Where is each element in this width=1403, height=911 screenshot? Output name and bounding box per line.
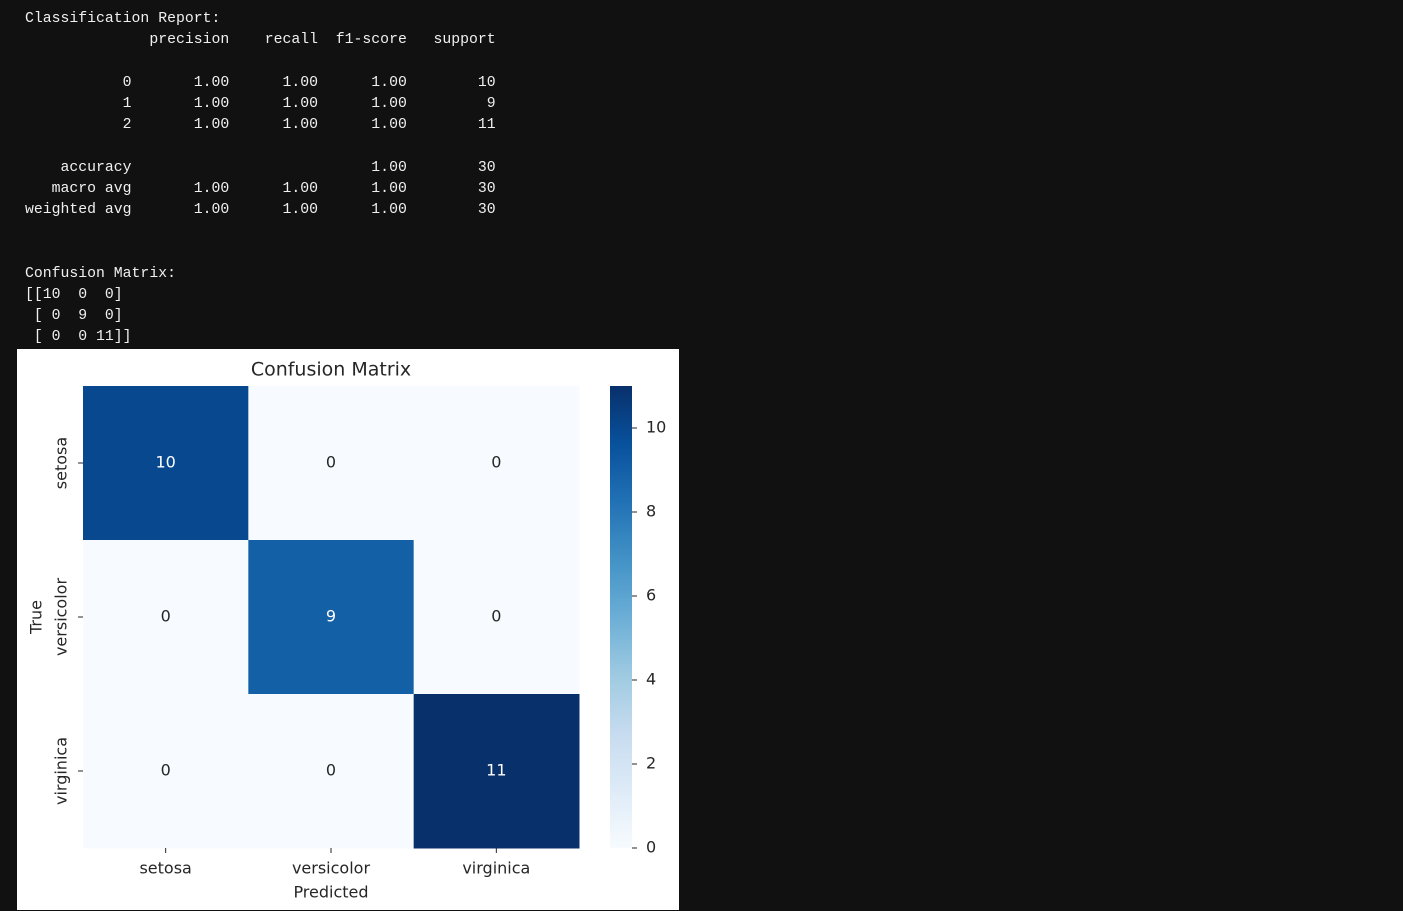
heatmap-cell: [248, 386, 415, 541]
colorbar-tick-label: 0: [646, 838, 656, 857]
cell-label: 0: [161, 761, 171, 780]
matrix-title: Confusion Matrix:: [25, 266, 176, 282]
report-row: macro avg 1.00 1.00 1.00 30: [25, 181, 496, 197]
matrix-line: [ 0 9 0]: [25, 308, 123, 324]
report-row: 0 1.00 1.00 1.00 10: [25, 75, 496, 91]
heatmap-cell: [413, 540, 580, 695]
cell-label: 0: [326, 761, 336, 780]
heatmap-cell: [83, 540, 249, 695]
colorbar-tick-label: 2: [646, 754, 656, 773]
colorbar-tick-label: 6: [646, 586, 656, 605]
chart-title: Confusion Matrix: [251, 359, 411, 381]
heatmap-cell: [83, 386, 249, 541]
cell-label: 11: [486, 761, 506, 780]
x-tick-label: versicolor: [292, 859, 370, 878]
y-tick-label: virginica: [52, 737, 71, 805]
cell-label: 0: [161, 607, 171, 626]
cell-label: 0: [491, 453, 501, 472]
x-tick-label: setosa: [139, 859, 191, 878]
heatmap-cell: [248, 540, 415, 695]
cell-label: 0: [326, 453, 336, 472]
colorbar: [610, 386, 632, 848]
x-tick-label: virginica: [462, 859, 530, 878]
colorbar-tick-label: 8: [646, 502, 656, 521]
y-tick-label: setosa: [52, 437, 71, 489]
report-row: 1 1.00 1.00 1.00 9: [25, 96, 496, 112]
cell-label: 0: [491, 607, 501, 626]
colorbar-tick-label: 4: [646, 670, 656, 689]
matrix-line: [ 0 0 11]]: [25, 329, 132, 345]
report-row: accuracy 1.00 30: [25, 160, 496, 176]
x-axis-label: Predicted: [293, 883, 368, 902]
y-axis-label: True: [27, 600, 46, 635]
report-header: precision recall f1-score support: [25, 32, 496, 48]
heatmap-cell: [413, 386, 580, 541]
heatmap-cell: [83, 694, 249, 849]
report-row: 2 1.00 1.00 1.00 11: [25, 117, 496, 133]
cell-label: 10: [155, 453, 175, 472]
cell-label: 9: [326, 607, 336, 626]
heatmap-cell: [248, 694, 415, 849]
report-row: weighted avg 1.00 1.00 1.00 30: [25, 202, 496, 218]
heatmap-cell: [413, 694, 580, 849]
report-title: Classification Report:: [25, 11, 221, 27]
matrix-line: [[10 0 0]: [25, 287, 123, 303]
y-tick-label: versicolor: [52, 578, 71, 656]
colorbar-tick-label: 10: [646, 418, 666, 437]
